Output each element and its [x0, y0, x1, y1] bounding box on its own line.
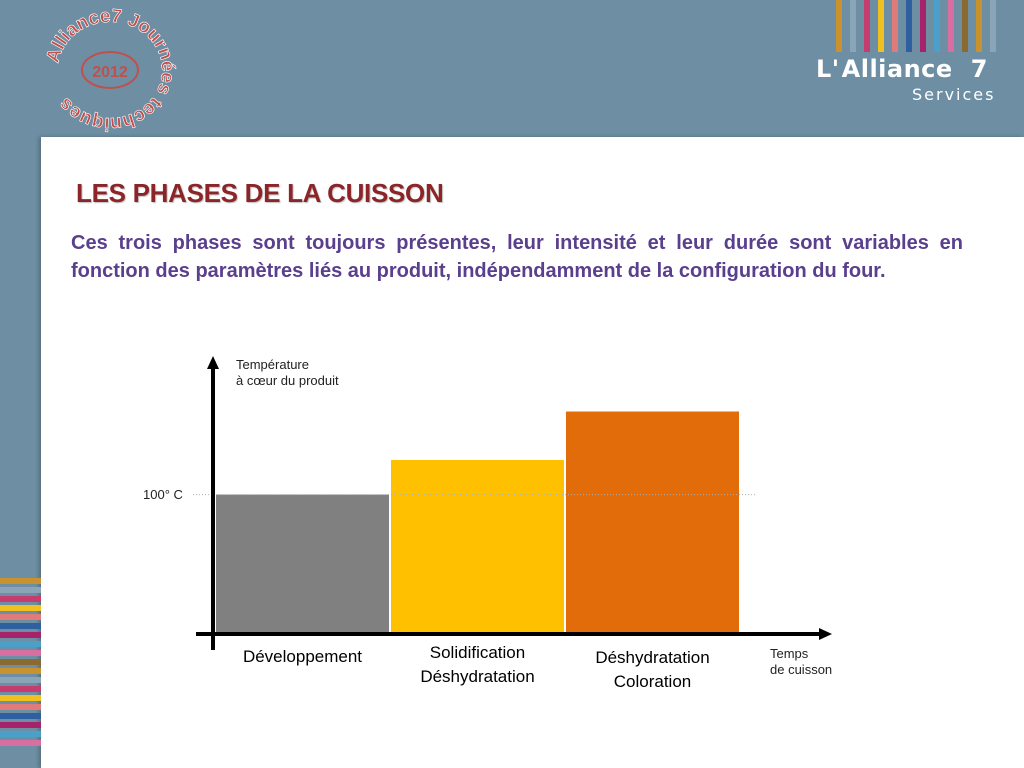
- bar: [566, 411, 739, 633]
- left-stripe: [0, 659, 41, 665]
- top-stripe: [920, 0, 926, 52]
- y-axis-arrowhead: [207, 356, 219, 369]
- x-axis-label: Temps de cuisson: [770, 646, 833, 677]
- left-stripe: [0, 695, 41, 701]
- left-stripe: [0, 578, 41, 584]
- left-stripe: [0, 722, 41, 728]
- top-stripe: [836, 0, 842, 52]
- bar: [216, 494, 389, 633]
- left-stripe: [0, 668, 41, 674]
- company-logo: L'Alliance 7 Services: [810, 55, 1010, 105]
- logo-name: L'Alliance 7: [816, 55, 988, 83]
- top-stripe: [948, 0, 954, 52]
- logo-name-part1: L': [816, 55, 840, 83]
- category-label: Développement: [242, 647, 363, 666]
- left-stripe: [0, 614, 41, 620]
- left-stripe: [0, 677, 41, 683]
- y-axis-label: Température à cœur du produit: [236, 357, 339, 388]
- left-stripe: [0, 632, 41, 638]
- intro-paragraph: Ces trois phases sont toujours présentes…: [71, 232, 963, 282]
- left-stripe: [0, 596, 41, 602]
- x-axis-arrowhead: [819, 628, 832, 640]
- slide-title: LES PHASES DE LA CUISSON: [76, 178, 444, 208]
- left-stripe: [0, 704, 41, 710]
- left-stripe: [0, 686, 41, 692]
- top-stripe: [990, 0, 996, 52]
- left-decorative-stripes: [0, 578, 41, 768]
- slide-panel: [41, 137, 1024, 768]
- badge-year: 2012: [92, 64, 128, 81]
- left-stripe: [0, 605, 41, 611]
- category-label: Solidification Déshydratation: [420, 643, 535, 686]
- top-stripe: [892, 0, 898, 52]
- top-stripe: [962, 0, 968, 52]
- top-stripe: [934, 0, 940, 52]
- badge-center-ring: [81, 51, 139, 89]
- logo-name-part2: Alliance: [841, 55, 953, 83]
- left-stripe: [0, 623, 41, 629]
- left-stripe: [0, 713, 41, 719]
- top-stripe: [850, 0, 856, 52]
- left-stripe: [0, 587, 41, 593]
- top-decorative-stripes: [836, 0, 1006, 52]
- category-label: Déshydratation Coloration: [595, 648, 710, 691]
- event-badge: 2012 Alliance7 Journées techniques: [42, 6, 178, 134]
- bar: [391, 459, 564, 633]
- left-stripe: [0, 650, 41, 656]
- top-stripe: [864, 0, 870, 52]
- reference-line-label: 100° C: [143, 486, 183, 502]
- top-stripe: [906, 0, 912, 52]
- left-stripe: [0, 740, 41, 746]
- logo-subtitle: Services: [912, 85, 996, 104]
- top-stripe: [976, 0, 982, 52]
- left-stripe: [0, 641, 41, 647]
- logo-name-part3: 7: [970, 55, 988, 83]
- top-stripe: [878, 0, 884, 52]
- left-stripe: [0, 731, 41, 737]
